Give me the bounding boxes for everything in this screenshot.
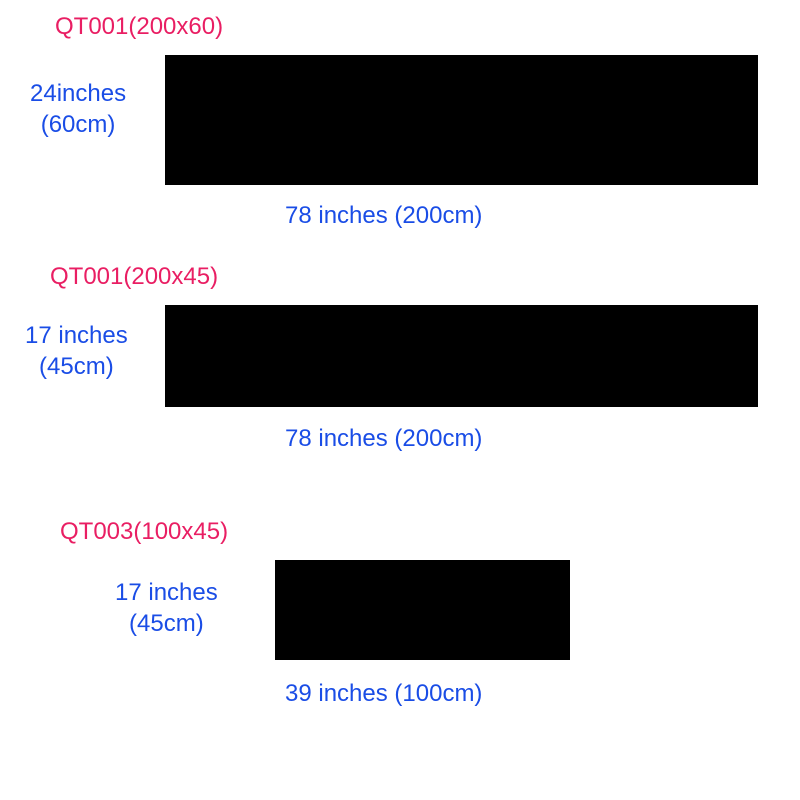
height-label-line1: 17 inches	[25, 320, 128, 351]
height-label: 17 inches(45cm)	[25, 320, 128, 382]
height-label-line2: (60cm)	[30, 109, 126, 140]
size-rectangle	[165, 305, 758, 407]
item-title: QT003(100x45)	[60, 518, 228, 546]
height-label-line1: 24inches	[30, 78, 126, 109]
height-label-line2: (45cm)	[115, 608, 218, 639]
width-label: 78 inches (200cm)	[285, 202, 482, 230]
item-title: QT001(200x60)	[55, 13, 223, 41]
width-label: 39 inches (100cm)	[285, 680, 482, 708]
height-label: 24inches(60cm)	[30, 78, 126, 140]
height-label: 17 inches(45cm)	[115, 577, 218, 639]
size-rectangle	[275, 560, 570, 660]
height-label-line1: 17 inches	[115, 577, 218, 608]
size-rectangle	[165, 55, 758, 185]
height-label-line2: (45cm)	[25, 351, 128, 382]
item-title: QT001(200x45)	[50, 263, 218, 291]
width-label: 78 inches (200cm)	[285, 425, 482, 453]
